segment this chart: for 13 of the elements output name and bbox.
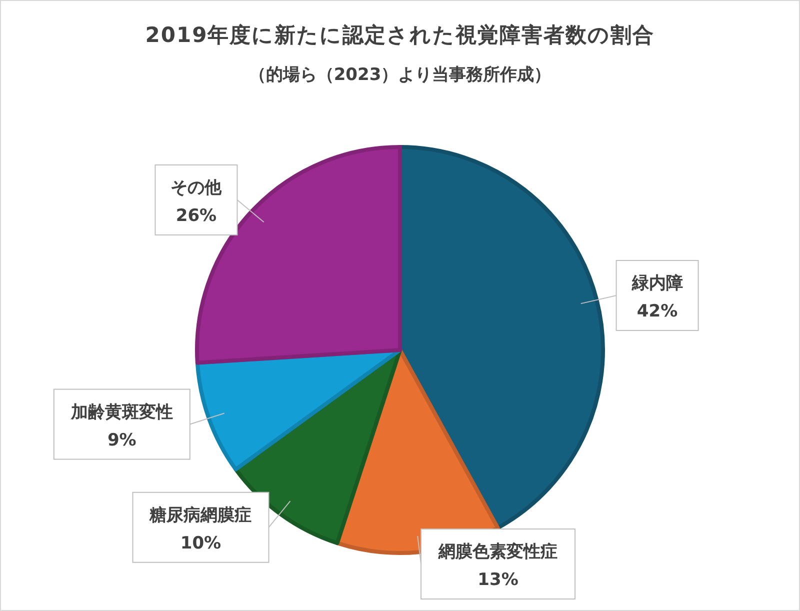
data-label: 10% <box>180 533 222 554</box>
data-label: 13% <box>478 570 518 590</box>
pie-slice <box>398 145 605 530</box>
chart-subtitle: （的場ら（2023）より当事務所作成） <box>248 65 552 85</box>
slice-label: 網膜色素変性症 <box>438 542 558 562</box>
slice-label: その他 <box>170 178 223 198</box>
slice-label: 糖尿病網膜症 <box>148 505 252 526</box>
data-label: 42% <box>636 301 678 322</box>
data-label: 26% <box>176 206 217 226</box>
chart-title: 2019年度に新たに認定された視覚障害者数の割合 <box>145 23 655 47</box>
slice-label: 加齢黄斑変性 <box>70 402 173 422</box>
data-label: 9% <box>107 430 136 450</box>
slice-label: 緑内障 <box>630 273 683 294</box>
